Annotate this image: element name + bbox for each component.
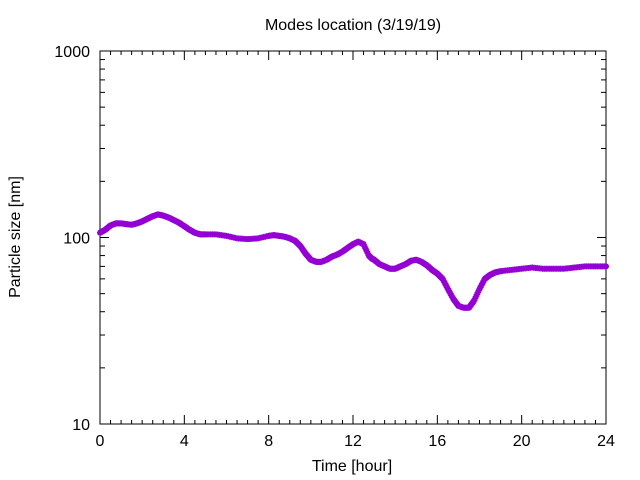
y-tick-label: 1000	[54, 44, 90, 61]
data-series	[97, 211, 609, 311]
x-minor-ticks	[110, 51, 596, 424]
y-axis-label: Particle size [nm]	[7, 176, 24, 298]
x-tick-label: 0	[96, 433, 105, 450]
y-ticks: 10 100 1000	[54, 44, 606, 434]
chart-title: Modes location (3/19/19)	[265, 17, 441, 34]
x-tick-label: 16	[428, 433, 446, 450]
x-tick-label: 24	[597, 433, 615, 450]
x-tick-label: 12	[344, 433, 362, 450]
plot-frame	[99, 50, 607, 425]
y-minor-ticks	[100, 59, 606, 369]
x-tick-label: 4	[180, 433, 189, 450]
y-tick-label: 100	[63, 231, 90, 248]
x-tick-label: 8	[264, 433, 273, 450]
x-tick-label: 20	[513, 433, 531, 450]
data-point	[603, 263, 609, 270]
x-ticks: 0 4 8 12 16 20 24	[96, 51, 615, 450]
x-axis-label: Time [hour]	[312, 458, 392, 475]
y-tick-label: 10	[72, 417, 90, 434]
